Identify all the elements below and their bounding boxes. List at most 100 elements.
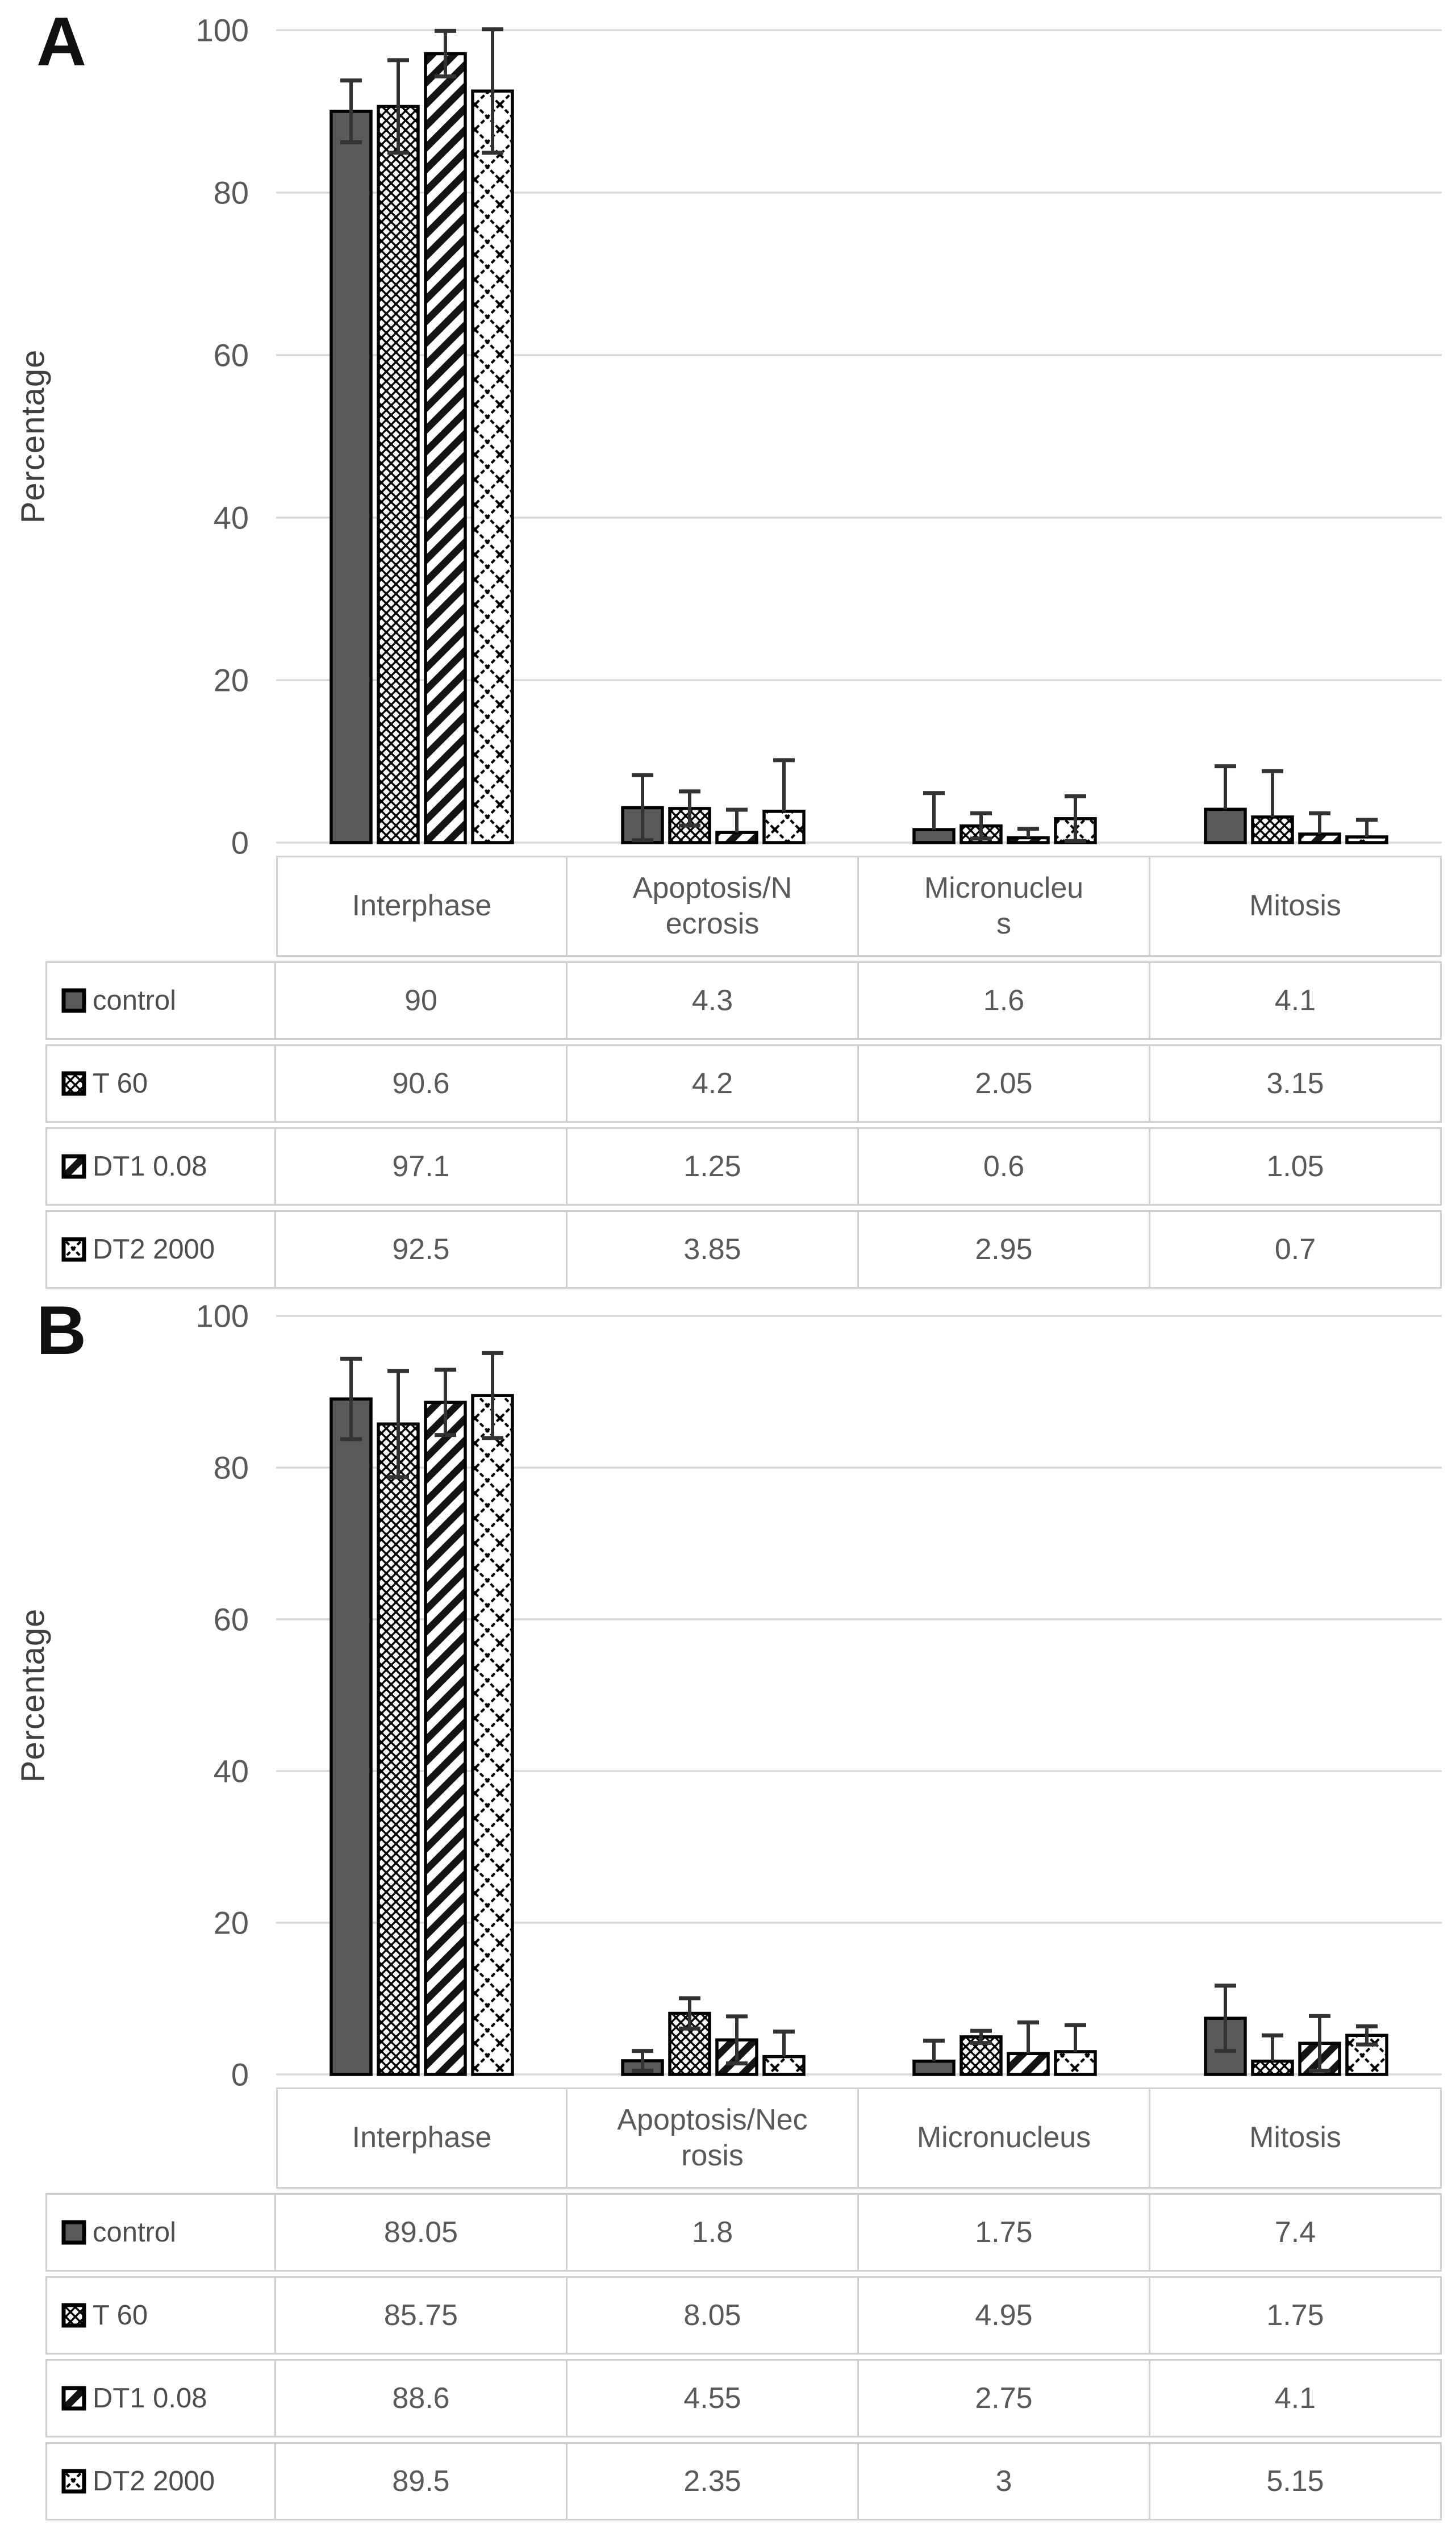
row-header-content: control xyxy=(52,985,270,1016)
y-tick-label: 60 xyxy=(213,337,249,373)
table-corner-cell xyxy=(45,2088,276,2189)
row-header-dt2-2000: DT2 2000 xyxy=(45,1210,276,1289)
error-bar xyxy=(1309,811,1330,834)
value-cell-t-60-micronucleus: 4.95 xyxy=(859,2276,1150,2355)
error-bar xyxy=(1262,769,1283,817)
value-cell-dt2-2000-micronucleus: 2.95 xyxy=(859,1210,1150,1289)
bar-dt1-0.08-micronucleus xyxy=(1007,836,1050,844)
table-row: DT1 0.08 97.1 1.25 0.6 1.05 xyxy=(45,1127,1442,1206)
y-tick-label: 40 xyxy=(213,1753,249,1789)
panel-a-label: A xyxy=(36,3,87,80)
value-cell-dt2-2000-apoptosis-necrosis: 3.85 xyxy=(568,1210,859,1289)
row-header-content: T 60 xyxy=(52,2299,270,2331)
row-header-dt2-2000: DT2 2000 xyxy=(45,2442,276,2520)
row-header-t-60: T 60 xyxy=(45,1044,276,1123)
bar-t-60-interphase xyxy=(377,1422,420,2076)
error-bar xyxy=(435,1368,456,1438)
y-tick-label: 80 xyxy=(213,174,249,211)
y-tick-label: 60 xyxy=(213,1601,249,1638)
series-name: DT1 0.08 xyxy=(93,2383,207,2414)
table-row: control 90 4.3 1.6 4.1 xyxy=(45,961,1442,1040)
error-bar xyxy=(1309,2014,1330,2073)
panel-b-y-axis-ticks: 0 20 40 60 80 100 xyxy=(0,1293,253,2093)
error-bar xyxy=(1215,1984,1236,2053)
value-cell-control-mitosis: 7.4 xyxy=(1150,2193,1442,2272)
row-header-content: DT2 2000 xyxy=(52,1234,270,1265)
value-cell-control-apoptosis-necrosis: 4.3 xyxy=(568,961,859,1040)
column-header-mitosis: Mitosis xyxy=(1150,2088,1442,2189)
value-cell-control-micronucleus: 1.75 xyxy=(859,2193,1150,2272)
error-bar xyxy=(679,1996,700,2031)
row-header-dt1-0.08: DT1 0.08 xyxy=(45,2359,276,2438)
value-cell-t-60-apoptosis-necrosis: 8.05 xyxy=(568,2276,859,2355)
bar-t-60-mitosis xyxy=(1251,2059,1294,2076)
series-name: control xyxy=(93,2217,177,2248)
row-header-dt1-0.08: DT1 0.08 xyxy=(45,1127,276,1206)
series-name: T 60 xyxy=(93,1068,148,1099)
error-bar xyxy=(1065,2023,1086,2052)
bar-control-mitosis xyxy=(1204,807,1247,844)
table-row: DT1 0.08 88.6 4.55 2.75 4.1 xyxy=(45,2359,1442,2438)
value-cell-dt2-2000-mitosis: 5.15 xyxy=(1150,2442,1442,2520)
panel-a: 0 20 40 60 80 100 A Percentage Interphase Apop… xyxy=(0,5,1456,1293)
legend-swatch-icon xyxy=(61,988,86,1013)
row-header-content: control xyxy=(52,2216,270,2248)
value-cell-control-mitosis: 4.1 xyxy=(1150,961,1442,1040)
y-tick-label: 20 xyxy=(213,1905,249,1941)
value-cell-dt2-2000-interphase: 89.5 xyxy=(276,2442,568,2520)
error-bar xyxy=(1017,827,1039,838)
series-name: DT2 2000 xyxy=(93,1234,215,1265)
error-bar xyxy=(435,28,456,79)
error-bar xyxy=(340,78,362,144)
row-header-content: T 60 xyxy=(52,1068,270,1099)
column-header-apoptosis-necrosis: Apoptosis/N ecrosis xyxy=(568,856,859,957)
legend-swatch-icon xyxy=(61,2469,86,2494)
panel-b-data-table: Interphase Apoptosis/Nec rosis Micronucleu… xyxy=(45,2083,1442,2525)
table-row: DT2 2000 89.5 2.35 3 5.15 xyxy=(45,2442,1442,2520)
panel-b-label: B xyxy=(36,1291,87,1369)
value-cell-dt1-0.08-mitosis: 1.05 xyxy=(1150,1127,1442,1206)
panel-b: 0 20 40 60 80 100 B Percentage Interphase Apop… xyxy=(0,1293,1456,2525)
value-cell-control-interphase: 89.05 xyxy=(276,2193,568,2272)
panel-b-plot-area: 0 20 40 60 80 100 B Percentage xyxy=(0,1291,1456,2093)
bar-t-60-mitosis xyxy=(1251,815,1294,844)
bar-dt2-2000-apoptosis-necrosis xyxy=(762,810,806,844)
panel-b-y-axis-title: Percentage xyxy=(14,1608,52,1782)
y-tick-label: 0 xyxy=(231,824,249,861)
y-tick-label: 100 xyxy=(195,12,249,48)
bar-control-interphase xyxy=(329,1397,373,2076)
row-header-control: control xyxy=(45,2193,276,2272)
row-header-t-60: T 60 xyxy=(45,2276,276,2355)
error-bar xyxy=(726,807,748,833)
bar-t-60-interphase xyxy=(377,105,420,844)
y-tick-label: 80 xyxy=(213,1449,249,1486)
error-bar xyxy=(923,2039,945,2061)
table-row: T 60 90.6 4.2 2.05 3.15 xyxy=(45,1044,1442,1123)
value-cell-control-interphase: 90 xyxy=(276,961,568,1040)
column-header-interphase: Interphase xyxy=(276,856,568,957)
bar-dt1-0.08-mitosis xyxy=(1298,832,1341,844)
error-bar xyxy=(970,2028,992,2045)
series-name: DT1 0.08 xyxy=(93,1151,207,1182)
y-tick-label: 100 xyxy=(195,1298,249,1334)
panel-a-data-table: Interphase Apoptosis/N ecrosis Micronucleu… xyxy=(45,851,1442,1293)
error-bar xyxy=(482,27,503,155)
row-header-content: DT1 0.08 xyxy=(52,2382,270,2414)
column-header-interphase: Interphase xyxy=(276,2088,568,2189)
value-cell-control-micronucleus: 1.6 xyxy=(859,961,1150,1040)
value-cell-t-60-apoptosis-necrosis: 4.2 xyxy=(568,1044,859,1123)
panel-a-y-axis-title: Percentage xyxy=(14,349,52,524)
bar-control-micronucleus xyxy=(912,2059,956,2076)
y-tick-label: 40 xyxy=(213,499,249,536)
value-cell-dt2-2000-apoptosis-necrosis: 2.35 xyxy=(568,2442,859,2520)
series-name: T 60 xyxy=(93,2300,148,2331)
bar-chart-a xyxy=(276,27,1442,844)
table-row: T 60 85.75 8.05 4.95 1.75 xyxy=(45,2276,1442,2355)
value-cell-dt1-0.08-interphase: 97.1 xyxy=(276,1127,568,1206)
bar-dt2-2000-micronucleus xyxy=(1054,2050,1097,2076)
column-header-mitosis: Mitosis xyxy=(1150,856,1442,957)
error-bar xyxy=(773,2030,795,2057)
legend-swatch-icon xyxy=(61,1237,86,1262)
value-cell-t-60-interphase: 90.6 xyxy=(276,1044,568,1123)
value-cell-dt1-0.08-mitosis: 4.1 xyxy=(1150,2359,1442,2438)
